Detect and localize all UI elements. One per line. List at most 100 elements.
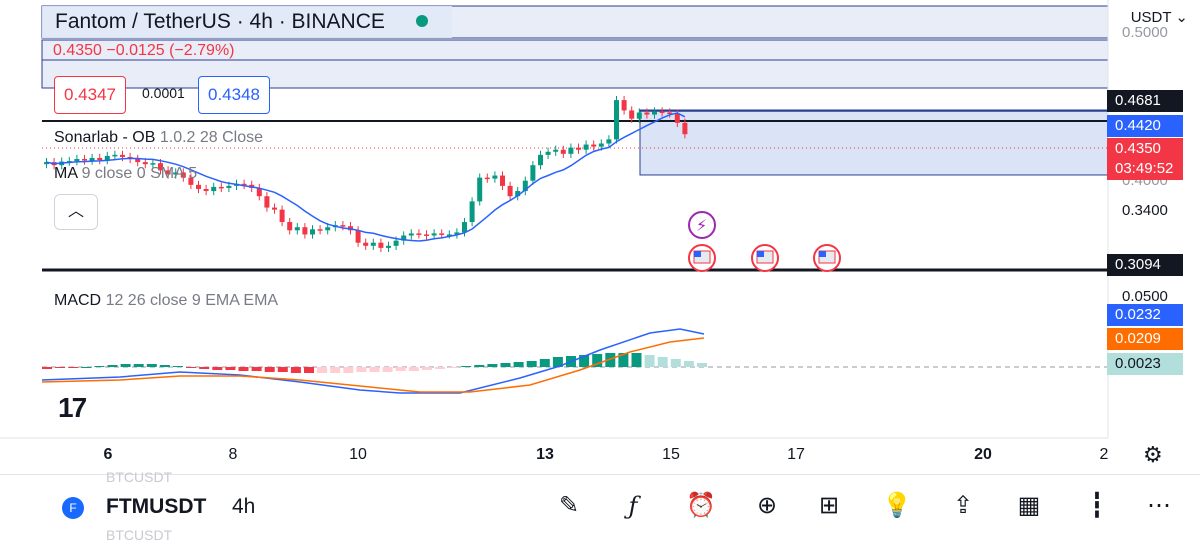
candle-body <box>97 157 103 161</box>
candle-body <box>477 177 483 202</box>
candle-body <box>120 154 125 157</box>
candle-body <box>89 157 95 161</box>
indicator-legend-ob[interactable]: Sonarlab - OB 1.0.2 28 Close <box>54 129 263 147</box>
ob-params: 1.0.2 28 Close <box>159 129 264 146</box>
candle-body <box>158 163 163 171</box>
price-tick: 0.5000 <box>1122 24 1168 41</box>
candle-body <box>74 159 80 162</box>
settings-gear-icon[interactable]: ⚙ <box>1143 442 1163 467</box>
lower-level-tag: 0.3094 <box>1107 254 1183 276</box>
macd-hist-bar <box>683 361 694 367</box>
candle-body <box>614 100 619 140</box>
chart-title[interactable]: Fantom / TetherUS · 4h · BINANCE <box>55 10 385 33</box>
symbol-button[interactable]: FTMUSDT <box>106 495 207 518</box>
macd-hist-bar <box>277 367 288 372</box>
macd-hist-bar <box>356 367 367 372</box>
macd-tick: 0.0500 <box>1122 288 1168 305</box>
candle-body <box>294 227 300 231</box>
indicator-legend-macd[interactable]: MACD 12 26 close 9 EMA EMA <box>54 292 278 310</box>
macd-hist-bar <box>186 367 197 368</box>
macd-hist-bar <box>94 366 105 367</box>
indicators-fx-icon[interactable]: ƒ <box>628 492 638 520</box>
candle-body <box>515 191 521 197</box>
ma-value-tag: 0.4420 <box>1107 115 1183 137</box>
macd-hist-bar <box>290 367 301 373</box>
macd-line <box>41 328 705 394</box>
candle-body <box>439 233 445 235</box>
collapse-legend-button[interactable]: ︿ <box>54 194 98 230</box>
candle-body <box>682 122 688 135</box>
candle-body <box>492 175 498 179</box>
candle-body <box>530 165 536 181</box>
sell-button[interactable]: 0.4347 <box>54 76 126 114</box>
macd-hist-bar <box>225 367 236 370</box>
indicator-legend-ma[interactable]: MA 9 close 0 SMA 5 <box>54 165 197 183</box>
order-block-zone <box>639 109 1109 176</box>
macd-hist-bar <box>330 367 341 373</box>
candle-body <box>462 222 467 233</box>
candle-body <box>173 172 179 175</box>
candle-body <box>553 149 559 152</box>
candle-body <box>325 227 331 231</box>
buy-button[interactable]: 0.4348 <box>198 76 270 114</box>
macd-hist-bar <box>435 367 445 369</box>
time-label: 10 <box>349 446 367 463</box>
flag-canton <box>757 251 764 257</box>
flag-canton <box>694 251 701 257</box>
candle-body <box>598 143 604 147</box>
last-price: 0.4350 <box>53 42 102 59</box>
candle-body <box>279 209 285 223</box>
candle-body <box>302 227 308 235</box>
candle-body <box>203 188 209 192</box>
currency-label: USDT <box>1130 9 1172 26</box>
candle-body <box>545 151 551 155</box>
candle-body <box>241 183 247 186</box>
macd-hist-bar <box>579 355 590 367</box>
layout-grid-icon[interactable]: ⊞ <box>818 492 840 519</box>
currency-selector[interactable]: USDT ⌄ <box>1131 8 1188 26</box>
hist-value-tag: 0.0023 <box>1107 353 1183 375</box>
candle-body <box>659 111 665 113</box>
lightning-glyph: ⚡ <box>696 216 707 235</box>
macd-hist-bar <box>68 367 79 368</box>
interval-button[interactable]: 4h <box>232 495 256 518</box>
macd-hist-bar <box>644 355 655 367</box>
candle-body <box>218 186 224 189</box>
replay-calendar-icon[interactable]: ▦ <box>1017 492 1041 519</box>
macd-name: MACD <box>54 292 102 309</box>
candle-body <box>424 234 429 236</box>
macd-value-tag: 0.0232 <box>1107 304 1183 326</box>
macd-hist-bar <box>369 367 380 372</box>
time-label: 15 <box>662 446 680 463</box>
more-menu-icon[interactable]: ⋯ <box>1147 492 1171 519</box>
macd-hist-bar <box>474 365 485 367</box>
candle-body <box>591 144 597 147</box>
add-plus-icon[interactable]: ⊕ <box>756 492 778 519</box>
macd-hist-bar <box>500 363 511 367</box>
chart-type-candles-icon[interactable]: ┇ <box>1089 492 1105 519</box>
candle-body <box>104 155 110 161</box>
spread-value: 0.0001 <box>142 85 185 101</box>
candle-body <box>576 147 581 150</box>
share-icon[interactable]: ⇪ <box>952 492 974 519</box>
candle-body <box>674 113 680 123</box>
macd-hist-bar <box>343 367 354 373</box>
macd-hist-bar <box>81 367 92 368</box>
macd-hist-bar <box>395 367 406 371</box>
drawing-tools-icon[interactable]: ✎ <box>558 492 580 519</box>
ma-params: 9 close 0 SMA 5 <box>81 165 198 182</box>
candle-body <box>629 110 635 119</box>
macd-hist-bar <box>552 357 563 367</box>
ideas-lightbulb-icon[interactable]: 💡 <box>882 492 912 519</box>
candle-body <box>82 159 87 161</box>
quote-line: 0.4350 −0.0125 (−2.79%) <box>53 42 235 60</box>
macd-hist-bar <box>408 367 419 371</box>
time-label: 8 <box>228 446 238 463</box>
tradingview-logo: 17 <box>58 392 87 423</box>
candle-body <box>340 225 346 227</box>
ma-line <box>46 112 686 242</box>
alert-clock-icon[interactable]: ⏰ <box>686 492 716 519</box>
candle-body <box>180 172 186 178</box>
time-label: 2 <box>1099 446 1109 463</box>
